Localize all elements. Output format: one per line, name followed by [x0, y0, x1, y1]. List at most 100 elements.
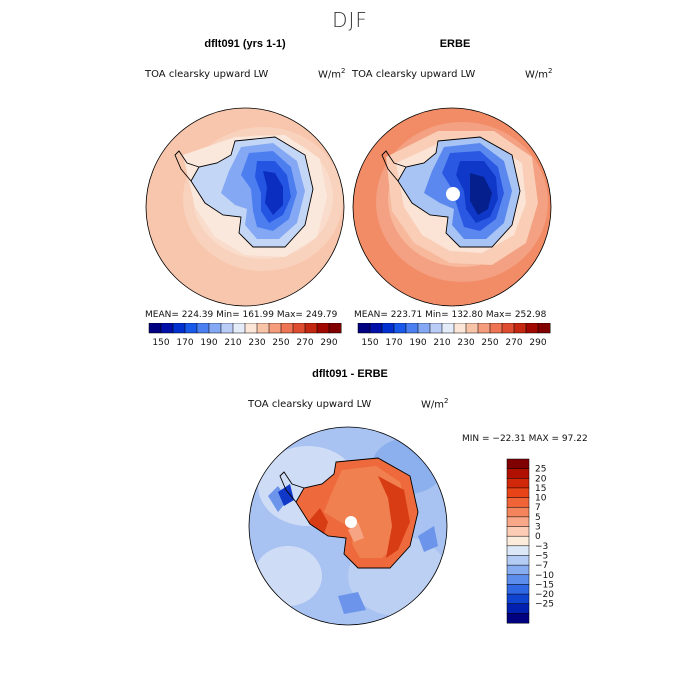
colorbar-tick-label: −5	[535, 551, 548, 561]
colorbar-segment	[208, 323, 222, 334]
colorbar-segment	[280, 323, 294, 334]
colorbar-segment	[172, 323, 186, 334]
colorbar-tick-label: 190	[409, 338, 426, 347]
antarctica-coastline	[190, 136, 314, 248]
colorbar-tick-label: −15	[535, 580, 554, 590]
colorbar-tick-label: 290	[529, 338, 546, 347]
missing-data-pole	[345, 516, 357, 528]
panel-title-diff: dflt091 - ERBE	[312, 368, 388, 380]
colorbar-tick-label: −25	[535, 600, 554, 610]
polar-map-model	[145, 107, 345, 307]
colorbar-tick-label: 170	[176, 338, 193, 347]
polar-map-diff	[248, 426, 448, 626]
colorbar-segment	[506, 526, 530, 537]
colorbar-tick-label: −3	[535, 542, 548, 552]
colorbar-segment	[328, 323, 342, 334]
colorbar-tick-label: 3	[535, 523, 541, 533]
field-label-erbe: TOA clearsky upward LW	[352, 69, 476, 80]
field-label-model: TOA clearsky upward LW	[145, 69, 269, 80]
colorbar-segment	[506, 555, 530, 566]
colorbar-segment	[506, 458, 530, 470]
colorbar-tick-label: 150	[152, 338, 169, 347]
colorbar-segment	[489, 323, 503, 334]
colorbar-tick-label: 170	[385, 338, 402, 347]
polar-map-erbe	[352, 107, 552, 307]
colorbar-segment	[506, 487, 530, 499]
colorbar-segment	[537, 323, 551, 334]
colorbar-model: 150 170 190 210 230 250 270 290	[148, 323, 342, 347]
colorbar-segment	[429, 323, 443, 334]
colorbar-segment	[506, 613, 530, 624]
colorbar-segment	[184, 323, 198, 334]
colorbar-segment	[244, 323, 258, 334]
colorbar-tick-label: 5	[535, 513, 541, 523]
colorbar-tick-label: 290	[320, 338, 337, 347]
colorbar-tick-label: 210	[433, 338, 450, 347]
colorbar-segment	[369, 323, 383, 334]
colorbar-segment	[506, 584, 530, 595]
colorbar-segment	[357, 323, 371, 334]
colorbar-tick-label: 10	[535, 494, 547, 504]
colorbar-segment	[506, 593, 530, 605]
colorbar-segment	[220, 323, 234, 334]
colorbar-segment	[506, 478, 530, 489]
antarctica-coastline	[397, 136, 521, 248]
colorbar-tick-label: 230	[457, 338, 474, 347]
colorbar-segment	[506, 603, 530, 614]
colorbar-segment	[506, 535, 530, 547]
stats-erbe: MEAN= 223.71 Min= 132.80 Max= 252.98	[354, 310, 547, 320]
colorbar-tick-label: −20	[535, 590, 554, 600]
colorbar-tick-label: 190	[200, 338, 217, 347]
map-border	[145, 107, 345, 307]
colorbar-segment	[506, 574, 530, 585]
colorbar-segment	[506, 497, 530, 508]
colorbar-tick-label: 25	[535, 465, 546, 475]
colorbar-segment	[513, 323, 527, 334]
stats-model: MEAN= 224.39 Min= 161.99 Max= 249.79	[145, 310, 338, 320]
colorbar-tick-label: 210	[224, 338, 241, 347]
colorbar-tick-label: 20	[535, 474, 547, 484]
colorbar-segment	[506, 468, 530, 479]
colorbar-segment	[525, 323, 539, 334]
colorbar-segment	[506, 545, 530, 556]
colorbar-segment	[453, 323, 467, 334]
colorbar-segment	[196, 323, 210, 334]
units-label-diff: W/m2	[421, 397, 449, 411]
map-border	[352, 107, 552, 307]
main-title: DJF	[332, 8, 368, 32]
colorbar-segment	[316, 323, 330, 334]
colorbar-segment	[405, 323, 419, 334]
peninsula-coastline	[279, 471, 305, 503]
colorbar-segment	[381, 323, 395, 334]
colorbar-segment	[501, 323, 515, 334]
peninsula-coastline	[174, 150, 200, 182]
colorbar-segment	[477, 323, 491, 334]
colorbar-tick-label: 15	[535, 484, 546, 494]
colorbar-erbe: 150 170 190 210 230 250 270 290	[357, 323, 551, 347]
colorbar-tick-label: 250	[272, 338, 289, 347]
colorbar-tick-label: 0	[535, 532, 541, 542]
colorbar-tick-label: 270	[505, 338, 522, 347]
field-label-diff: TOA clearsky upward LW	[248, 399, 372, 410]
stats-diff: MIN = −22.31 MAX = 97.22	[462, 434, 588, 444]
units-label-erbe: W/m2	[525, 67, 553, 81]
colorbar-segment	[148, 323, 162, 334]
colorbar-segment	[441, 323, 455, 334]
colorbar-tick-label: 250	[481, 338, 498, 347]
colorbar-segment	[506, 516, 530, 527]
colorbar-tick-label: −7	[535, 561, 548, 571]
colorbar-segment	[268, 323, 282, 334]
colorbar-segment	[417, 323, 431, 334]
colorbar-segment	[292, 323, 306, 334]
colorbar-segment	[232, 323, 246, 334]
colorbar-tick-label: 7	[535, 503, 541, 513]
units-label-model: W/m2	[318, 67, 346, 81]
colorbar-tick-label: −10	[535, 571, 554, 581]
antarctica-coastline	[295, 457, 419, 569]
colorbar-tick-label: 270	[296, 338, 313, 347]
colorbar-tick-label: 230	[248, 338, 265, 347]
colorbar-segment	[506, 564, 530, 576]
map-border	[248, 426, 448, 626]
missing-data-pole	[446, 187, 460, 201]
